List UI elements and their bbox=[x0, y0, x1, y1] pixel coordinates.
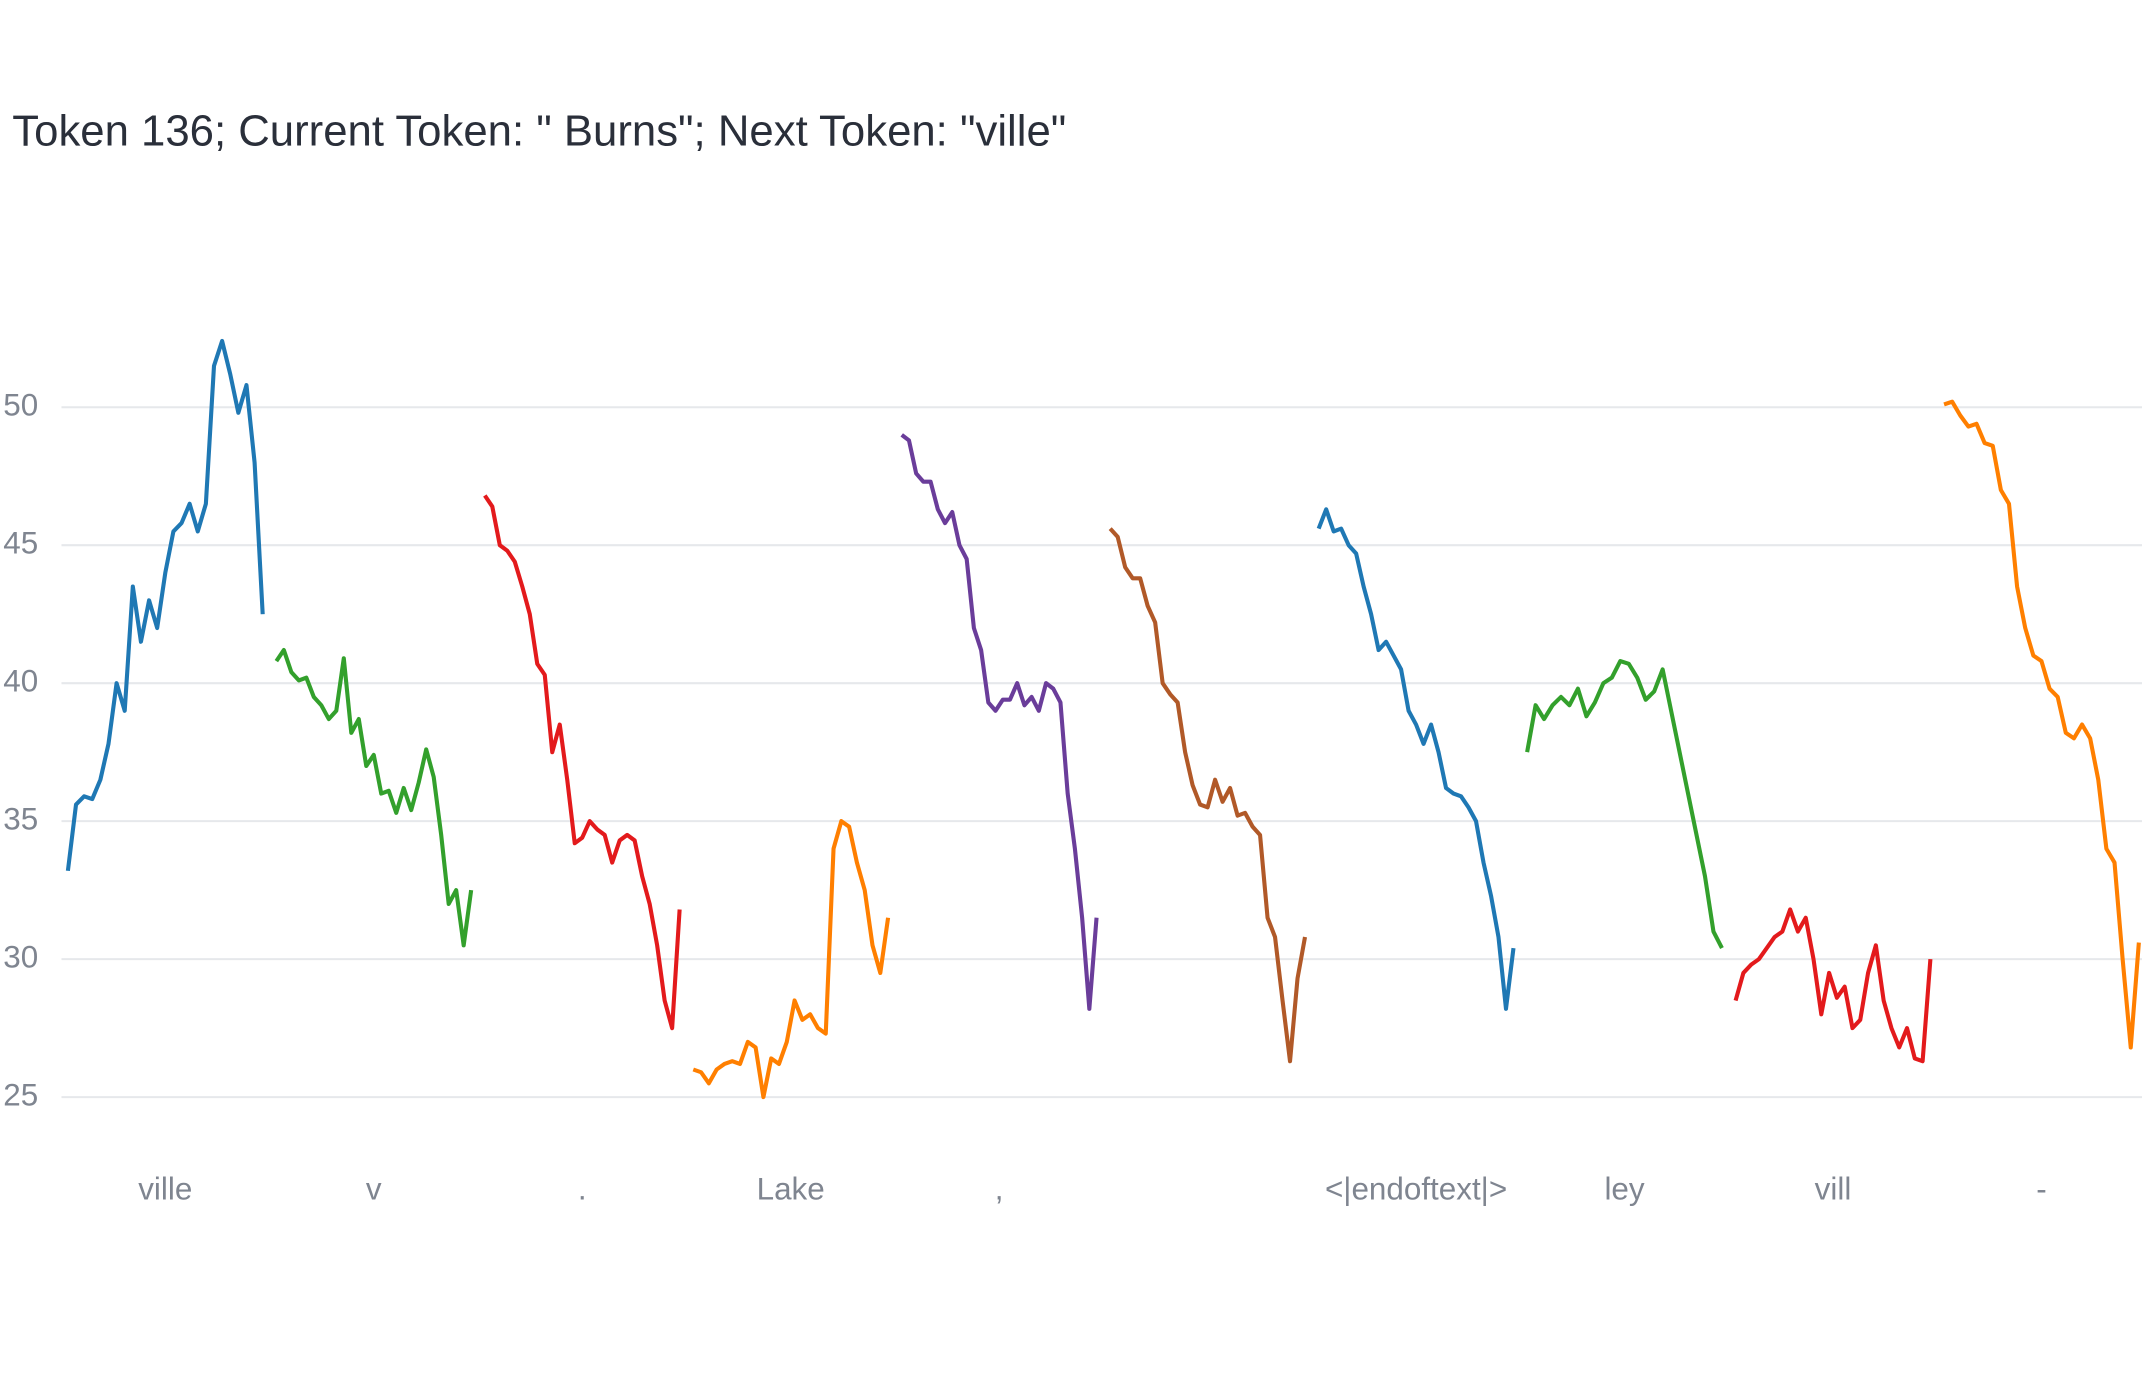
series-line bbox=[1316, 507, 1516, 1011]
series-line bbox=[274, 648, 474, 948]
series-line bbox=[900, 433, 1099, 1011]
x-tick-label: ville bbox=[138, 1172, 192, 1207]
series-line bbox=[483, 494, 682, 1031]
y-tick-label: 45 bbox=[3, 525, 38, 560]
y-tick-label: 25 bbox=[3, 1077, 38, 1112]
series-line bbox=[1525, 659, 1724, 950]
y-tick-label: 35 bbox=[3, 801, 38, 836]
x-tick-label: Lake bbox=[757, 1172, 825, 1207]
series-line bbox=[1733, 907, 1933, 1064]
x-tick-label: v bbox=[366, 1172, 382, 1207]
y-tick-label: 30 bbox=[3, 939, 38, 974]
series-line bbox=[1943, 399, 2141, 1050]
chart-title: Token 136; Current Token: " Burns"; Next… bbox=[12, 107, 1066, 156]
x-tick-label: vill bbox=[1815, 1172, 1852, 1207]
y-tick-label: 40 bbox=[3, 663, 38, 698]
x-tick-label: <|endoftext|> bbox=[1325, 1172, 1507, 1207]
x-tick-label: , bbox=[995, 1172, 1004, 1207]
series-line bbox=[1108, 527, 1308, 1064]
x-tick-label: ley bbox=[1604, 1172, 1644, 1207]
series-line bbox=[692, 819, 891, 1100]
y-tick-label: 50 bbox=[3, 388, 38, 423]
x-tick-label: . bbox=[578, 1172, 587, 1207]
series-line bbox=[65, 338, 265, 872]
x-tick-label: - bbox=[2036, 1172, 2046, 1207]
